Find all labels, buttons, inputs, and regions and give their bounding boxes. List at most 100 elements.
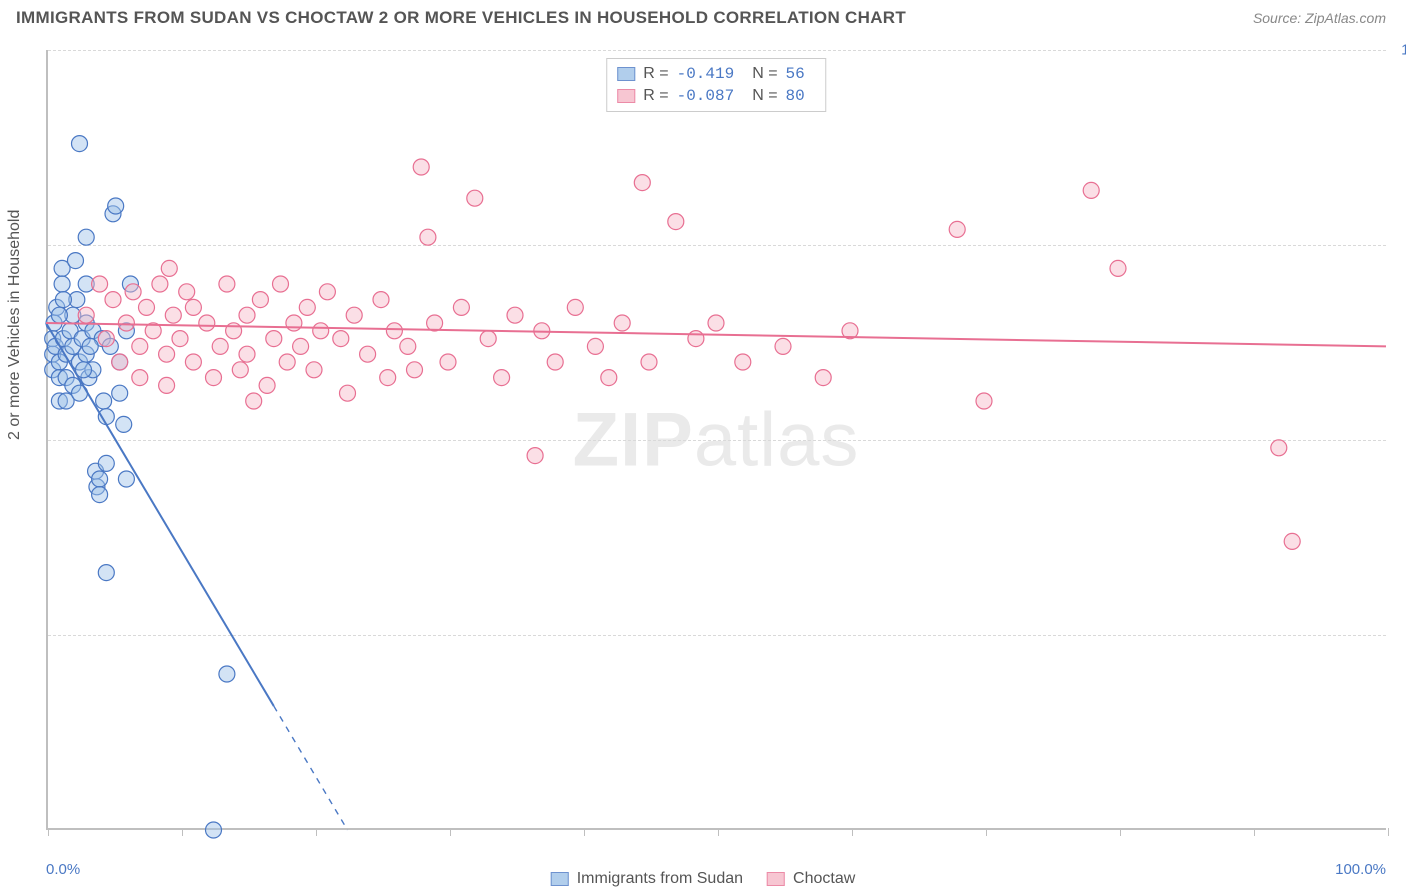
data-point — [239, 346, 255, 362]
data-point — [252, 292, 268, 308]
data-point — [105, 292, 121, 308]
data-point — [273, 276, 289, 292]
stats-legend-row: R = -0.087 N = 80 — [617, 85, 815, 107]
legend-swatch — [767, 872, 785, 886]
data-point — [380, 370, 396, 386]
data-point — [165, 307, 181, 323]
data-point — [179, 284, 195, 300]
data-point — [306, 362, 322, 378]
data-point — [634, 175, 650, 191]
stat-r-value: -0.087 — [677, 85, 735, 107]
data-point — [161, 260, 177, 276]
data-point — [293, 338, 309, 354]
data-point — [239, 307, 255, 323]
legend-label: Choctaw — [793, 870, 855, 888]
stat-r-value: -0.419 — [677, 63, 735, 85]
stats-legend: R =-0.419N =56R =-0.087N =80 — [606, 58, 826, 112]
stat-r-label: R = — [643, 85, 668, 107]
legend-swatch — [551, 872, 569, 886]
data-point — [313, 323, 329, 339]
data-point — [185, 299, 201, 315]
data-point — [735, 354, 751, 370]
data-point — [78, 307, 94, 323]
data-point — [614, 315, 630, 331]
data-point — [507, 307, 523, 323]
data-point — [1284, 533, 1300, 549]
data-point — [78, 229, 94, 245]
data-point — [641, 354, 657, 370]
data-point — [346, 307, 362, 323]
data-point — [185, 354, 201, 370]
data-point — [688, 331, 704, 347]
data-point — [98, 455, 114, 471]
data-point — [112, 354, 128, 370]
legend-item: Choctaw — [767, 870, 855, 888]
data-point — [407, 362, 423, 378]
data-point — [266, 331, 282, 347]
data-point — [108, 198, 124, 214]
data-point — [949, 221, 965, 237]
stat-n-label: N = — [752, 85, 777, 107]
data-point — [547, 354, 563, 370]
data-point — [172, 331, 188, 347]
data-point — [132, 370, 148, 386]
data-point — [199, 315, 215, 331]
plot-area: 25.0%50.0%75.0%100.0% ZIPatlas R =-0.419… — [46, 50, 1386, 830]
data-point — [246, 393, 262, 409]
data-point — [360, 346, 376, 362]
legend-label: Immigrants from Sudan — [577, 870, 743, 888]
data-point — [976, 393, 992, 409]
data-point — [55, 292, 71, 308]
data-point — [206, 370, 222, 386]
data-point — [815, 370, 831, 386]
stat-n-label: N = — [752, 63, 777, 85]
source-label: Source: ZipAtlas.com — [1253, 10, 1386, 26]
data-point — [480, 331, 496, 347]
x-max-label: 100.0% — [1335, 861, 1386, 878]
legend-swatch — [617, 89, 635, 103]
data-point — [279, 354, 295, 370]
data-point — [775, 338, 791, 354]
data-point — [67, 253, 83, 269]
data-point — [212, 338, 228, 354]
data-point — [118, 315, 134, 331]
data-point — [98, 565, 114, 581]
data-point — [420, 229, 436, 245]
data-point — [587, 338, 603, 354]
data-point — [259, 377, 275, 393]
data-point — [708, 315, 724, 331]
data-point — [567, 299, 583, 315]
trend-line-dashed — [274, 706, 348, 830]
data-point — [440, 354, 456, 370]
data-point — [373, 292, 389, 308]
stat-r-label: R = — [643, 63, 668, 85]
data-point — [1083, 182, 1099, 198]
data-point — [116, 416, 132, 432]
data-point — [467, 190, 483, 206]
stat-n-value: 80 — [786, 85, 805, 107]
data-point — [219, 666, 235, 682]
data-point — [54, 276, 70, 292]
data-point — [125, 284, 141, 300]
data-point — [118, 471, 134, 487]
data-point — [286, 315, 302, 331]
data-point — [333, 331, 349, 347]
data-point — [340, 385, 356, 401]
data-point — [98, 331, 114, 347]
data-point — [601, 370, 617, 386]
x-min-label: 0.0% — [46, 861, 80, 878]
legend-item: Immigrants from Sudan — [551, 870, 743, 888]
data-point — [400, 338, 416, 354]
data-point — [386, 323, 402, 339]
data-point — [51, 307, 67, 323]
data-point — [139, 299, 155, 315]
legend-swatch — [617, 67, 635, 81]
series-legend: Immigrants from Sudan Choctaw — [551, 870, 856, 888]
data-point — [96, 393, 112, 409]
data-point — [132, 338, 148, 354]
data-point — [219, 276, 235, 292]
data-point — [159, 346, 175, 362]
data-point — [299, 299, 315, 315]
y-axis-title: 2 or more Vehicles in Household — [6, 210, 24, 440]
data-point — [206, 822, 222, 838]
